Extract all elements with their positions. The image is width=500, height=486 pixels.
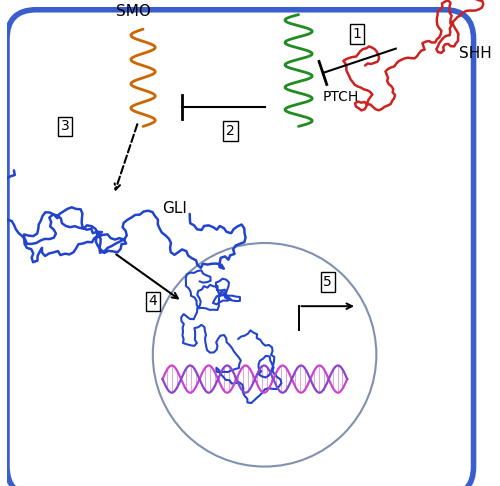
Text: 3: 3 — [61, 120, 70, 133]
Text: 4: 4 — [148, 295, 157, 308]
FancyBboxPatch shape — [7, 10, 473, 486]
Text: GLI: GLI — [162, 202, 188, 216]
Text: SMO: SMO — [116, 4, 151, 19]
Text: 2: 2 — [226, 124, 235, 138]
Text: PTCH: PTCH — [323, 90, 359, 104]
Text: 5: 5 — [324, 275, 332, 289]
Text: SHH: SHH — [459, 46, 492, 61]
Text: 1: 1 — [352, 27, 362, 41]
Circle shape — [153, 243, 376, 467]
